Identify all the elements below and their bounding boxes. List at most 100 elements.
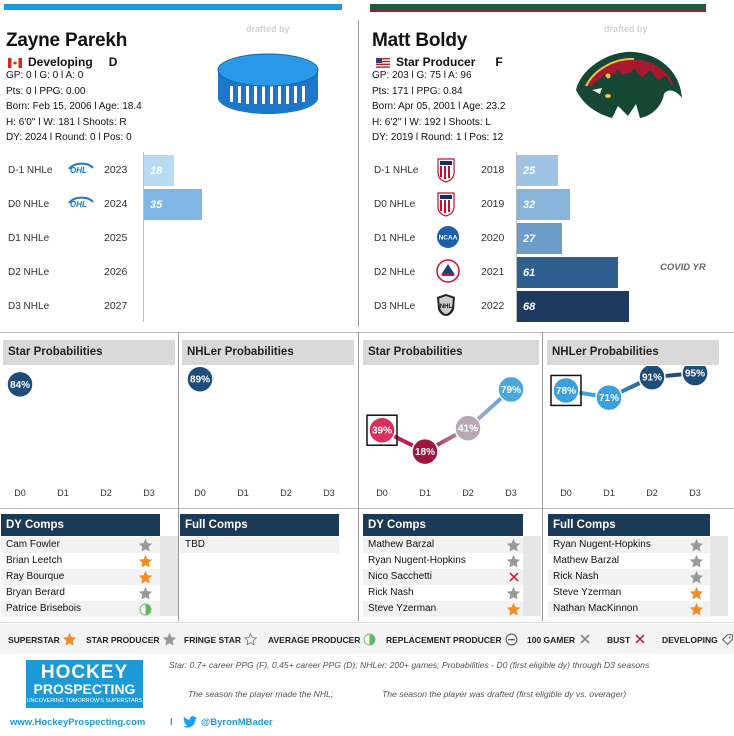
panel-divider-2 (358, 332, 359, 508)
ncaa-icon: NCAA (436, 225, 459, 249)
x-tick-label: D1 (57, 488, 69, 498)
footer-twitter-handle[interactable]: @ByronMBader (201, 717, 273, 728)
nhle-bar-value: 18 (150, 164, 163, 177)
comps-divider-1 (178, 508, 179, 621)
left-stat-line: Born: Feb 15, 2006 l Age: 18.4 (6, 101, 142, 113)
comp-player-name: Brian Leetch (6, 555, 63, 566)
x-tick-label: D2 (462, 488, 474, 498)
prob-point: 78% (552, 376, 580, 405)
comp-row[interactable]: Mathew Barzal (363, 537, 523, 553)
season-label: D1 NHLe (374, 233, 416, 244)
comp-row[interactable]: Ryan Nugent-Hopkins (548, 537, 710, 553)
comp-row[interactable]: Steve Yzerman (363, 601, 523, 617)
twitter-bird-icon[interactable] (183, 715, 197, 733)
season-year: 2021 (481, 266, 505, 278)
comp-player-name: Ryan Nugent-Hopkins (553, 539, 651, 550)
nhle-bar: 32 (517, 189, 570, 220)
star-gray-icon (138, 586, 153, 600)
legend-label: SUPERSTAR (8, 634, 60, 645)
section-divider-mid (0, 508, 734, 509)
right-stats-block: GP: 203 l G: 75 l A: 96 Pts: 171 l PPG: … (372, 68, 505, 146)
season-label: D2 NHLe (374, 267, 416, 278)
right-star-prob-header: Star Probabilities (363, 340, 539, 365)
comp-row[interactable]: Rick Nash (363, 585, 523, 601)
footer-drafted-note: The season the player was drafted (first… (382, 689, 627, 699)
x-gray-icon (578, 633, 591, 646)
minus-circle-icon (505, 633, 518, 646)
star-outline-icon (243, 632, 258, 646)
brand-line-1: HOCKEY (40, 662, 129, 683)
left-bar-axis (143, 152, 144, 322)
left-stat-line: Pts: 0 l PPG: 0.00 (6, 85, 86, 97)
left-full-comps-header: Full Comps (180, 514, 339, 536)
comp-row[interactable]: Rick Nash (548, 569, 710, 585)
section-divider-top (0, 332, 734, 333)
comp-player-name: Rick Nash (553, 571, 599, 582)
star-gray-icon (138, 538, 153, 552)
comp-player-name: Bryan Berard (6, 587, 65, 598)
prob-point-label: 71% (599, 393, 619, 404)
footer-website-link[interactable]: www.HockeyProspecting.com (10, 717, 146, 728)
comp-row[interactable]: Ray Bourque (1, 569, 160, 585)
ohl-icon: OHL (68, 195, 94, 219)
comp-player-name: Nico Sacchetti (368, 571, 432, 582)
nhle-bar: 35 (144, 189, 202, 220)
right-stat-line: DY: 2019 l Round: 1 l Pos: 12 (372, 132, 504, 144)
x-red-icon (507, 571, 520, 584)
usa-hockey-icon (436, 157, 458, 183)
comp-row[interactable]: Mathew Barzal (548, 553, 710, 569)
right-stat-line: Pts: 171 l PPG: 0.84 (372, 85, 463, 97)
hockey-prospecting-logo: HOCKEY PROSPECTING UNCOVERING TOMORROW'S… (26, 660, 143, 708)
x-tick-label: D3 (143, 488, 155, 498)
legend-top-line (0, 622, 734, 623)
footer-made-nhl-note: The season the player made the NHL; (188, 689, 334, 699)
prob-point: 89% (186, 366, 214, 393)
x-tick-label: D0 (194, 488, 206, 498)
legend-item: AVERAGE PRODUCER (268, 633, 376, 646)
svg-text:OHL: OHL (70, 200, 87, 208)
prob-point-label: 78% (556, 386, 576, 397)
right-stat-line: Born: Apr 05, 2001 l Age: 23.2 (372, 101, 506, 113)
x-tick-label: D3 (689, 488, 701, 498)
prob-point: 18% (411, 437, 439, 466)
prob-point: 71% (595, 383, 623, 412)
comp-player-name: Steve Yzerman (368, 603, 437, 614)
drafted-season-box (550, 374, 582, 407)
legend-item: 100 GAMER (527, 633, 591, 646)
comp-row[interactable]: Steve Yzerman (548, 585, 710, 601)
drafted-season-box (366, 414, 398, 446)
comp-row[interactable]: Cam Fowler (1, 537, 160, 553)
right-status-label: Star Producer (396, 55, 476, 69)
x-tick-label: D3 (505, 488, 517, 498)
left-player-name: Zayne Parekh (6, 30, 128, 51)
comp-row[interactable]: Brian Leetch (1, 553, 160, 569)
right-top-bar-red (370, 9, 706, 12)
left-stat-line: GP: 0 l G: 0 l A: 0 (6, 70, 84, 81)
comp-row[interactable]: Bryan Berard (1, 585, 160, 601)
x-tick-label: D2 (100, 488, 112, 498)
nhle-bar-value: 27 (523, 232, 536, 245)
svg-text:NCAA: NCAA (439, 235, 458, 242)
legend-item: FRINGE STAR (184, 632, 258, 646)
season-label: D-1 NHLe (8, 165, 53, 176)
legend-label: STAR PRODUCER (86, 634, 160, 645)
half-circle-icon (139, 603, 152, 616)
comp-row[interactable]: Ryan Nugent-Hopkins (363, 553, 523, 569)
comp-row[interactable]: Patrice Brisebois (1, 601, 160, 617)
x-red-icon (633, 633, 646, 646)
comp-row[interactable]: Nico Sacchetti (363, 569, 523, 585)
star-gray-icon (506, 538, 521, 552)
season-year: 2026 (104, 266, 128, 278)
right-drafted-by-label: drafted by (604, 24, 648, 34)
comp-row[interactable]: Nathan MacKinnon (548, 601, 710, 617)
season-year: 2020 (481, 232, 505, 244)
x-tick-label: D3 (323, 488, 335, 498)
nhle-bar: 18 (144, 155, 174, 186)
left-position-label: D (108, 55, 118, 69)
panel-divider-3 (542, 332, 543, 508)
left-drafted-by-label: drafted by (246, 24, 290, 34)
prob-point: 41% (454, 414, 482, 442)
comp-row[interactable]: TBD (180, 537, 339, 553)
covid-year-note: COVID YR (660, 262, 706, 273)
comps-divider-3 (542, 508, 543, 621)
